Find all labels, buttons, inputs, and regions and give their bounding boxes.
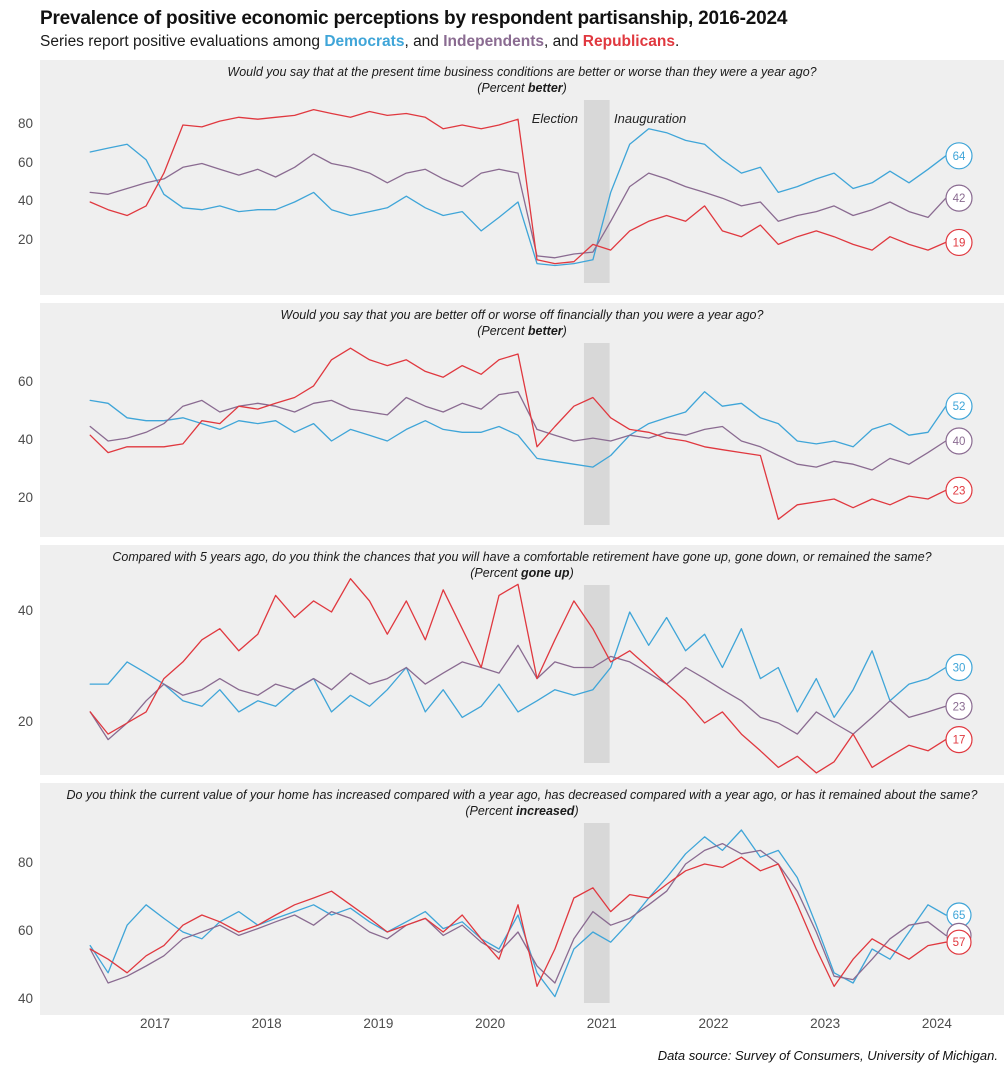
series-line-republicans — [89, 578, 947, 774]
election-period-band — [583, 343, 610, 525]
inauguration-annotation: Inauguration — [614, 111, 687, 126]
series-line-democrats — [89, 391, 947, 468]
y-axis-tick-label: 40 — [17, 991, 33, 1006]
series-line-republicans — [89, 108, 947, 265]
end-value-label: 42 — [953, 193, 966, 205]
election-period-band — [583, 100, 610, 283]
panel-question: Do you think the current value of your h… — [66, 788, 978, 819]
end-value-label: 17 — [953, 735, 966, 747]
x-axis-tick-label: 2023 — [810, 1016, 841, 1031]
series-line-independents — [89, 391, 947, 471]
x-axis-tick-label: 2018 — [251, 1016, 282, 1031]
chart-panel-business-conditions: Would you say that at the present time b… — [0, 60, 1004, 295]
data-source-note: Data source: Survey of Consumers, Univer… — [657, 1048, 998, 1063]
x-axis-tick-label: 2019 — [363, 1016, 394, 1031]
end-value-label: 23 — [953, 701, 966, 713]
series-line-democrats — [89, 128, 947, 267]
line-chart-personal-finances: 52 40 23 — [89, 343, 973, 525]
end-value-label: 57 — [953, 937, 966, 949]
series-line-independents — [89, 842, 947, 984]
end-value-label: 52 — [953, 401, 966, 413]
x-axis: 2017 2018 2019 2020 2021 2022 2023 2024 — [0, 1016, 1004, 1036]
y-axis-tick-label: 20 — [17, 490, 33, 505]
chart-panel-retirement: Compared with 5 years ago, do you think … — [0, 545, 1004, 775]
end-value-badge-republicans — [946, 929, 972, 955]
plot-background — [40, 60, 1004, 295]
end-value-badge-independents — [945, 184, 973, 212]
series-line-democrats — [89, 829, 947, 998]
subtitle-prefix: Series report positive evaluations among — [40, 33, 325, 50]
plot-background — [40, 783, 1004, 1015]
page-subtitle: Series report positive evaluations among… — [40, 33, 994, 51]
subtitle-independents-label: Independents — [443, 33, 544, 50]
y-axis-tick-label: 80 — [17, 116, 33, 131]
subtitle-suffix: . — [674, 33, 680, 50]
subtitle-separator-1: , and — [404, 33, 444, 50]
x-axis-tick-label: 2020 — [475, 1016, 506, 1031]
line-chart-home-value: 655957 — [89, 823, 972, 1003]
end-value-label: 23 — [953, 485, 966, 497]
y-axis-tick-label: 40 — [17, 432, 33, 447]
line-chart-retirement: 30 23 17 — [89, 578, 973, 774]
end-value-badge-independents — [945, 692, 973, 720]
end-value-badge-republicans — [945, 476, 973, 504]
x-axis-tick-label: 2024 — [921, 1016, 952, 1031]
end-value-label: 64 — [953, 151, 966, 163]
y-axis-tick-label: 40 — [17, 603, 33, 618]
series-line-independents — [89, 153, 947, 259]
end-value-label: 65 — [953, 910, 966, 922]
subtitle-republicans-label: Republicans — [582, 33, 675, 50]
y-axis-tick-label: 60 — [17, 923, 33, 938]
end-value-label: 30 — [953, 663, 966, 675]
y-axis-tick-label: 60 — [17, 154, 33, 170]
panel-question: Would you say that at the present time b… — [227, 65, 817, 96]
y-axis-tick-label: 80 — [17, 855, 33, 870]
end-value-badge-independents — [945, 427, 973, 455]
y-axis-tick-label: 20 — [17, 231, 33, 247]
subtitle-separator-2: , and — [544, 33, 583, 50]
subtitle-democrats-label: Democrats — [324, 33, 405, 50]
end-value-label: 40 — [953, 436, 966, 448]
x-axis-tick-label: 2017 — [139, 1016, 171, 1031]
end-value-badge-democrats — [945, 142, 973, 170]
series-line-republicans — [89, 856, 947, 988]
end-value-badge-democrats — [945, 653, 973, 682]
chart-panel-personal-finances: Would you say that you are better off or… — [0, 303, 1004, 537]
end-value-badge-republicans — [945, 726, 973, 754]
end-value-badge-democrats — [945, 392, 973, 420]
y-axis-tick-label: 20 — [17, 714, 33, 729]
panel-question: Would you say that you are better off or… — [280, 308, 764, 339]
chart-panel-home-value: Do you think the current value of your h… — [0, 783, 1004, 1015]
page-title: Prevalence of positive economic percepti… — [40, 8, 788, 29]
y-axis-tick-label: 60 — [17, 374, 33, 389]
line-chart-business-conditions: 64 42 19 — [89, 100, 973, 283]
y-axis-tick-label: 40 — [17, 193, 33, 208]
election-annotation: Election — [531, 111, 578, 126]
plot-background — [40, 545, 1004, 775]
election-period-band — [583, 823, 610, 1003]
panel-question: Compared with 5 years ago, do you think … — [112, 550, 932, 581]
end-value-label: 19 — [953, 237, 966, 249]
x-axis-tick-label: 2022 — [698, 1016, 729, 1031]
x-axis-tick-label: 2021 — [586, 1016, 617, 1031]
end-value-badge-republicans — [945, 228, 973, 257]
plot-background — [40, 303, 1004, 537]
series-line-independents — [89, 644, 947, 741]
series-line-republicans — [89, 347, 947, 520]
series-line-democrats — [89, 611, 947, 719]
